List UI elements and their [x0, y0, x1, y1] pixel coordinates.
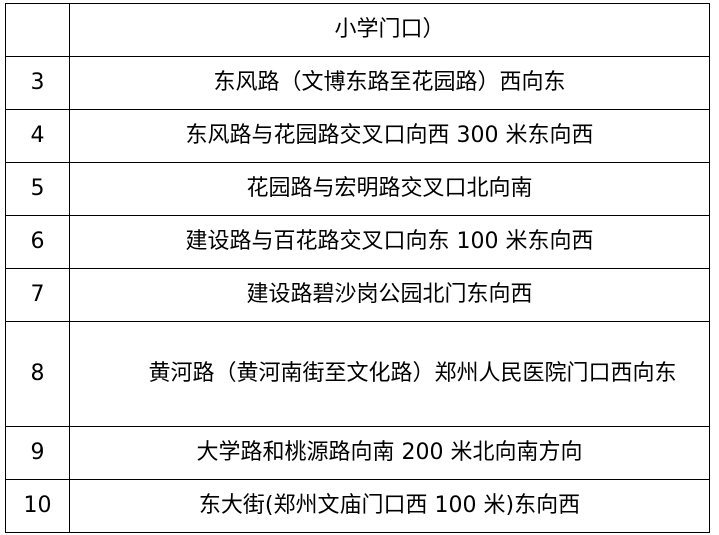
table-row: 3 东风路（文博东路至花园路）西向东 — [5, 56, 710, 110]
table-row: 10 东大街(郑州文庙门口西 100 米)东向西 — [5, 479, 710, 533]
row-location: 建设路与百花路交叉口向东 100 米东向西 — [69, 215, 710, 269]
row-number: 6 — [5, 215, 70, 269]
table-row: 7 建设路碧沙岗公园北门东向西 — [5, 268, 710, 322]
row-number: 9 — [5, 426, 70, 480]
row-location: 东大街(郑州文庙门口西 100 米)东向西 — [69, 479, 710, 533]
table-row: 6 建设路与百花路交叉口向东 100 米东向西 — [5, 215, 710, 269]
row-number: 5 — [5, 162, 70, 216]
row-number — [5, 3, 70, 57]
row-number: 4 — [5, 109, 70, 163]
row-number: 3 — [5, 56, 70, 110]
row-number: 7 — [5, 268, 70, 322]
table-row: 4 东风路与花园路交叉口向西 300 米东向西 — [5, 109, 710, 163]
row-location: 小学门口） — [69, 3, 710, 57]
row-location: 东风路（文博东路至花园路）西向东 — [69, 56, 710, 110]
row-location: 花园路与宏明路交叉口北向南 — [69, 162, 710, 216]
row-number: 10 — [5, 479, 70, 533]
row-location: 大学路和桃源路向南 200 米北向南方向 — [69, 426, 710, 480]
row-location: 东风路与花园路交叉口向西 300 米东向西 — [69, 109, 710, 163]
table-row: 5 花园路与宏明路交叉口北向南 — [5, 162, 710, 216]
row-number: 8 — [5, 321, 70, 427]
table-row: 9 大学路和桃源路向南 200 米北向南方向 — [5, 426, 710, 480]
table-row: 8 黄河路（黄河南街至文化路）郑州人民医院门口西向东 — [5, 321, 710, 427]
table-row: 小学门口） — [5, 3, 710, 57]
row-location: 黄河路（黄河南街至文化路）郑州人民医院门口西向东 — [69, 321, 710, 427]
location-table: 小学门口） 3 东风路（文博东路至花园路）西向东 4 东风路与花园路交叉口向西 … — [5, 3, 710, 533]
row-location: 建设路碧沙岗公园北门东向西 — [69, 268, 710, 322]
